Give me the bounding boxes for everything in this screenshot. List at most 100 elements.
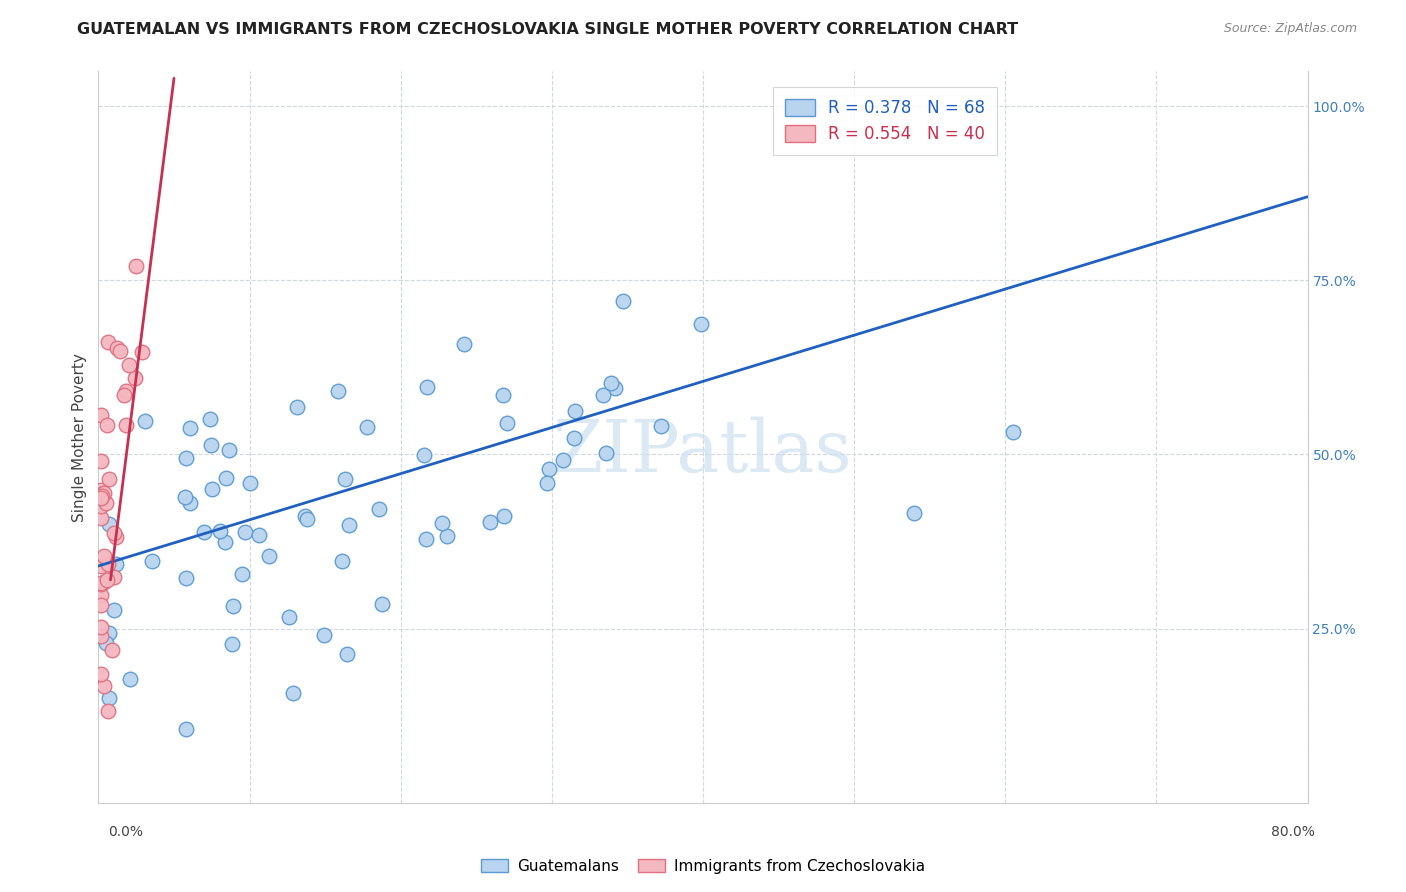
- Point: [93, 574, 115, 589]
- Point: [222, 599, 245, 614]
- Point: [281, 686, 304, 700]
- Point: [97, 557, 120, 571]
- Point: [96, 417, 118, 432]
- Text: Source: ZipAtlas.com: Source: ZipAtlas.com: [1223, 22, 1357, 36]
- Point: [93, 549, 115, 563]
- Point: [1002, 425, 1025, 440]
- Point: [90, 577, 112, 591]
- Point: [90, 667, 112, 681]
- Point: [93, 485, 115, 500]
- Point: [612, 293, 634, 308]
- Point: [339, 517, 361, 532]
- Point: [125, 259, 148, 273]
- Point: [903, 506, 925, 520]
- Point: [90, 559, 112, 574]
- Point: [90, 491, 112, 505]
- Point: [537, 462, 560, 476]
- Point: [97, 626, 120, 640]
- Point: [90, 408, 112, 422]
- Point: [215, 471, 238, 485]
- Point: [105, 342, 128, 356]
- Point: [90, 575, 112, 590]
- Point: [98, 472, 121, 486]
- Y-axis label: Single Mother Poverty: Single Mother Poverty: [72, 352, 87, 522]
- Point: [356, 419, 378, 434]
- Point: [96, 574, 118, 588]
- Point: [90, 630, 112, 644]
- Legend: Guatemalans, Immigrants from Czechoslovakia: Guatemalans, Immigrants from Czechoslova…: [475, 853, 931, 880]
- Point: [90, 483, 112, 497]
- Point: [218, 442, 240, 457]
- Point: [239, 475, 262, 490]
- Point: [221, 637, 243, 651]
- Point: [336, 647, 359, 661]
- Point: [277, 609, 299, 624]
- Point: [326, 384, 349, 398]
- Point: [174, 571, 197, 585]
- Point: [436, 529, 458, 543]
- Point: [595, 446, 617, 460]
- Point: [492, 388, 515, 402]
- Point: [200, 411, 222, 425]
- Point: [453, 336, 475, 351]
- Point: [103, 569, 125, 583]
- Point: [101, 643, 124, 657]
- Point: [90, 489, 112, 503]
- Point: [295, 512, 318, 526]
- Point: [97, 690, 120, 705]
- Point: [97, 517, 120, 532]
- Point: [690, 317, 713, 331]
- Point: [105, 558, 128, 572]
- Text: 80.0%: 80.0%: [1271, 825, 1315, 839]
- Point: [287, 401, 309, 415]
- Point: [90, 588, 112, 602]
- Point: [141, 554, 163, 568]
- Point: [247, 527, 270, 541]
- Point: [564, 404, 586, 418]
- Point: [371, 597, 394, 611]
- Text: 0.0%: 0.0%: [108, 825, 143, 839]
- Point: [562, 431, 585, 445]
- Point: [412, 448, 434, 462]
- Point: [114, 384, 136, 398]
- Point: [104, 530, 127, 544]
- Legend: R = 0.378   N = 68, R = 0.554   N = 40: R = 0.378 N = 68, R = 0.554 N = 40: [773, 87, 997, 155]
- Point: [200, 438, 222, 452]
- Point: [368, 501, 391, 516]
- Point: [118, 672, 141, 686]
- Point: [179, 421, 201, 435]
- Point: [233, 525, 256, 540]
- Point: [330, 554, 353, 568]
- Point: [314, 628, 336, 642]
- Point: [430, 516, 453, 531]
- Point: [90, 598, 112, 612]
- Point: [231, 567, 253, 582]
- Point: [103, 603, 125, 617]
- Point: [592, 387, 614, 401]
- Point: [93, 679, 115, 693]
- Point: [494, 508, 516, 523]
- Point: [90, 500, 112, 514]
- Point: [294, 509, 316, 524]
- Point: [174, 450, 197, 465]
- Point: [90, 511, 112, 525]
- Point: [97, 704, 120, 718]
- Point: [650, 419, 672, 434]
- Point: [118, 358, 141, 372]
- Point: [208, 524, 231, 538]
- Point: [600, 376, 623, 390]
- Text: ZIPatlas: ZIPatlas: [553, 417, 853, 487]
- Point: [90, 454, 112, 468]
- Point: [174, 722, 197, 736]
- Point: [257, 549, 280, 563]
- Point: [108, 344, 131, 359]
- Point: [496, 416, 519, 430]
- Point: [96, 496, 118, 510]
- Point: [551, 453, 574, 467]
- Point: [90, 487, 112, 501]
- Point: [90, 620, 112, 634]
- Point: [605, 381, 627, 395]
- Point: [179, 496, 201, 510]
- Point: [415, 532, 437, 546]
- Point: [134, 414, 156, 428]
